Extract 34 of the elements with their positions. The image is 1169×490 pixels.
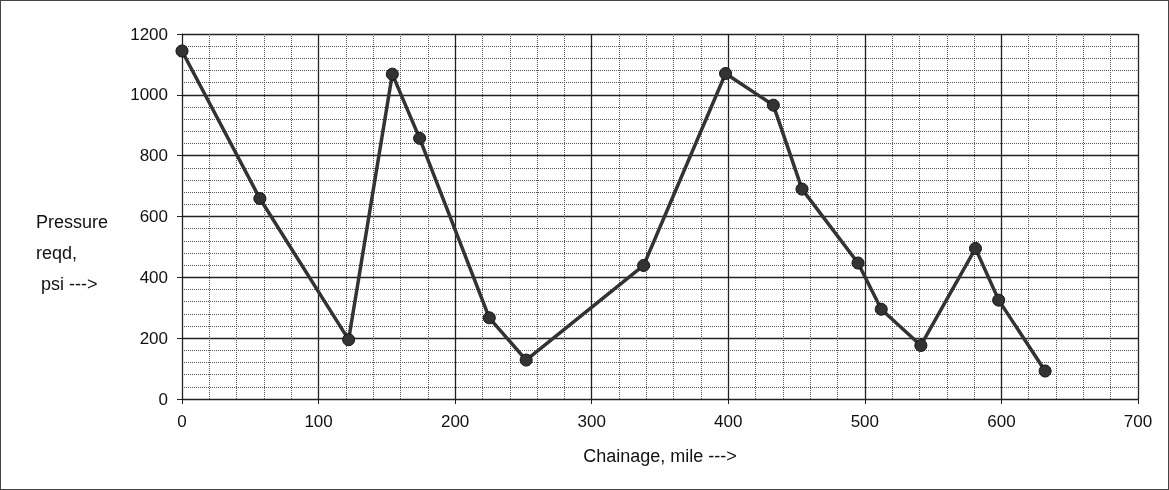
point: [342, 333, 356, 347]
x-tick-label: 700: [1123, 412, 1153, 431]
x-tick-label: 100: [304, 412, 333, 431]
y-tick-label: 800: [139, 146, 168, 166]
y-tick-label: 1200: [130, 24, 168, 44]
x-tick-label: 300: [577, 412, 606, 431]
point: [385, 67, 399, 81]
point: [851, 256, 865, 270]
point: [482, 311, 496, 325]
point: [914, 338, 928, 352]
y-tick-label: 600: [139, 207, 168, 226]
x-axis-title: Chainage, mile --->: [583, 446, 737, 466]
point: [874, 302, 888, 316]
x-tick-label: 600: [987, 412, 1016, 431]
y-tick-label: 0: [158, 389, 168, 409]
point: [968, 241, 982, 255]
y-axis-title: Pressure reqd, psi --->: [36, 211, 109, 294]
point: [253, 192, 267, 206]
x-tick-label: 500: [850, 412, 880, 431]
point: [413, 131, 427, 145]
point: [719, 67, 733, 81]
x-tick-label: 400: [714, 412, 743, 431]
x-tick-label: 200: [440, 412, 470, 431]
y-tick-label: 400: [139, 267, 168, 287]
y-tick-label: 1000: [130, 85, 168, 105]
point: [637, 258, 651, 272]
point: [1038, 364, 1052, 378]
point: [519, 353, 533, 367]
point: [795, 182, 809, 196]
point: [766, 98, 780, 112]
x-tick-label: 0: [177, 412, 187, 431]
point: [175, 44, 189, 58]
y-tick-label: 200: [139, 328, 168, 348]
point: [992, 293, 1006, 307]
